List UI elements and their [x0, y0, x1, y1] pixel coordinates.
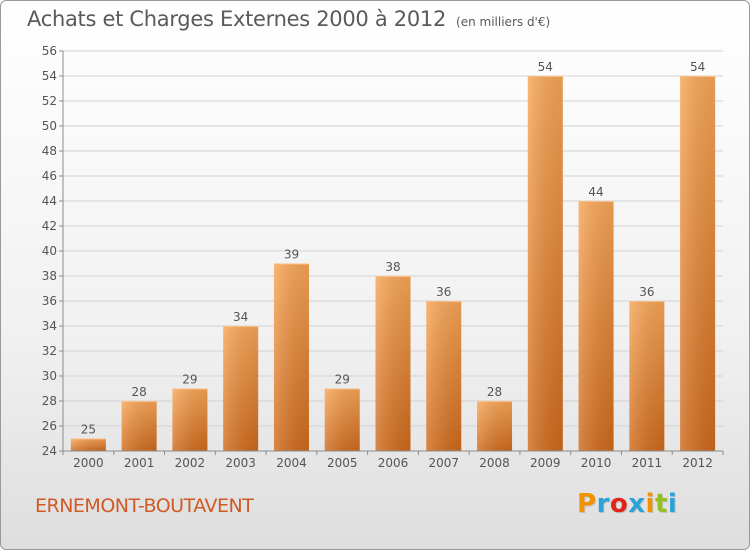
y-tick-label: 52	[42, 94, 57, 108]
y-tick-label: 38	[42, 269, 57, 283]
data-label: 25	[81, 423, 96, 437]
x-tick-label: 2005	[327, 456, 358, 470]
bar-shade	[629, 301, 665, 451]
chart-subtitle: (en milliers d'€)	[456, 15, 551, 29]
y-tick-label: 42	[42, 219, 57, 233]
data-label: 29	[182, 373, 197, 387]
bar-shade	[172, 388, 208, 451]
y-tick-label: 24	[42, 444, 57, 458]
bar-shade	[578, 201, 614, 451]
y-tick-label: 30	[42, 369, 57, 383]
x-tick-label: 2000	[73, 456, 104, 470]
data-label: 44	[588, 185, 603, 199]
data-label: 29	[335, 373, 350, 387]
bar-shade	[477, 401, 513, 451]
y-tick-label: 28	[42, 394, 57, 408]
x-tick-label: 2006	[378, 456, 409, 470]
x-tick-label: 2008	[479, 456, 510, 470]
data-label: 36	[436, 285, 451, 299]
x-tick-label: 2007	[428, 456, 459, 470]
x-axis-ticks: 2000 2001 2002 2003 2004 2005 2006 2007 2008 2009…	[62, 451, 724, 470]
bar-shade	[375, 276, 411, 451]
logo-letter: t	[654, 489, 668, 519]
bar-shade	[426, 301, 462, 451]
y-axis-ticks: 24 26 28 30 32 34 36 38 40 42 44 46 48 50 52 54 56	[42, 44, 63, 458]
y-tick-label: 40	[42, 244, 57, 258]
data-labels: 25 28 29 34 39 29 38 36 28 54 44 36 54	[81, 60, 706, 437]
y-tick-label: 48	[42, 144, 57, 158]
bar-shade	[70, 438, 106, 451]
data-label: 28	[487, 385, 502, 399]
logo-letter: o	[609, 489, 629, 519]
y-tick-label: 32	[42, 344, 57, 358]
y-tick-label: 56	[42, 44, 57, 58]
bar-shade	[680, 76, 716, 451]
x-tick-label: 2002	[175, 456, 206, 470]
y-tick-label: 46	[42, 169, 57, 183]
y-tick-label: 34	[42, 319, 57, 333]
bar-shade	[527, 76, 563, 451]
y-tick-label: 44	[42, 194, 57, 208]
data-label: 54	[690, 60, 705, 74]
y-tick-label: 50	[42, 119, 57, 133]
y-tick-label: 36	[42, 294, 57, 308]
logo-letter: i	[645, 489, 655, 519]
x-tick-label: 2004	[276, 456, 307, 470]
bar-shade	[223, 326, 259, 451]
logo-letter: x	[628, 489, 646, 519]
x-tick-label: 2003	[225, 456, 256, 470]
data-label: 28	[132, 385, 147, 399]
logo-letter: r	[596, 489, 610, 519]
chart-title: Achats et Charges Externes 2000 à 2012 (e…	[27, 7, 550, 31]
bars	[70, 76, 716, 451]
logo-letter: P	[577, 489, 597, 519]
bar-shade	[273, 263, 309, 451]
commune-name: ERNEMONT-BOUTAVENT	[35, 495, 254, 517]
x-tick-label: 2001	[124, 456, 155, 470]
bar-shade	[121, 401, 157, 451]
x-tick-label: 2010	[581, 456, 612, 470]
bar-shade	[324, 388, 360, 451]
proxiti-logo: Proxiti	[577, 489, 677, 519]
data-label: 38	[385, 260, 400, 274]
y-tick-label: 54	[42, 69, 57, 83]
x-tick-label: 2012	[682, 456, 713, 470]
y-tick-label: 26	[42, 419, 57, 433]
chart-title-text: Achats et Charges Externes 2000 à 2012	[27, 7, 447, 31]
data-label: 39	[284, 248, 299, 262]
data-label: 54	[538, 60, 553, 74]
x-tick-label: 2009	[530, 456, 561, 470]
logo-letter: i	[667, 489, 678, 519]
data-label: 34	[233, 310, 248, 324]
x-tick-label: 2011	[632, 456, 663, 470]
data-label: 36	[639, 285, 654, 299]
